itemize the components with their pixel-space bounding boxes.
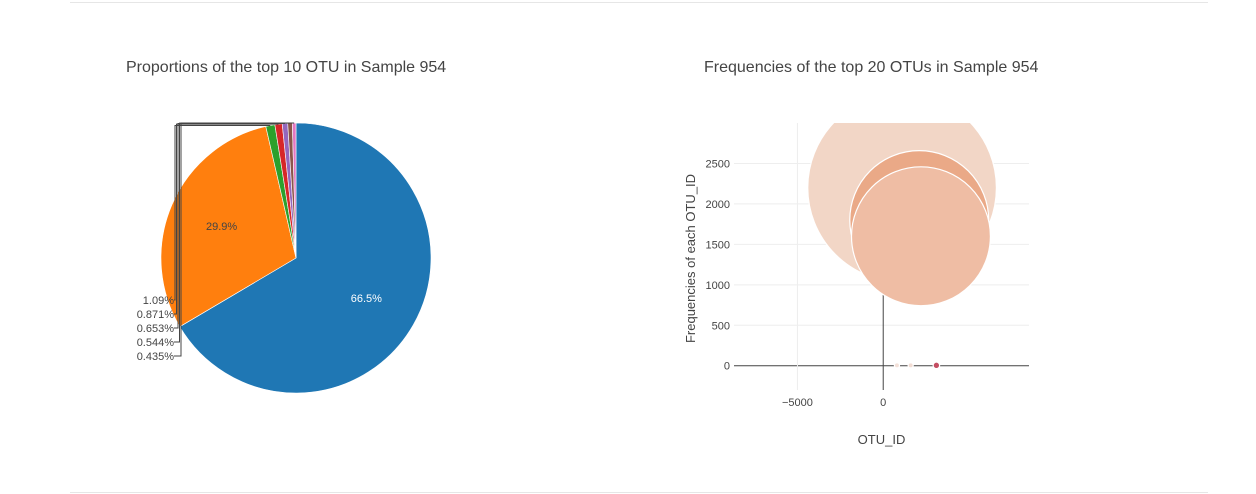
pie-leader-line: [174, 123, 279, 315]
bubble-group: [807, 123, 997, 370]
pie-leader-line: [174, 124, 271, 301]
pie-slice: [179, 122, 432, 394]
bubble-marker[interactable]: [932, 361, 941, 370]
pie-slice-label: 1.09%: [143, 295, 174, 307]
y-tick-label: 0: [724, 361, 730, 373]
pie-slice-label: 66.5%: [351, 293, 382, 305]
bottom-divider: [70, 492, 1208, 493]
y-tick-label: 1000: [706, 280, 730, 292]
pie-slice-label: 29.9%: [206, 221, 237, 233]
y-tick-label: 2500: [706, 158, 730, 170]
x-tick-label: 0: [880, 397, 886, 409]
pie-chart: 66.5% 29.9% 1.09% 0.871% 0.653% 0.544% 0.435%: [137, 122, 432, 394]
y-tick-label: 2000: [706, 199, 730, 211]
y-tick-label: 500: [712, 320, 730, 332]
bubble-marker[interactable]: [850, 166, 992, 307]
pie-slice-label: 0.435%: [137, 351, 175, 363]
x-axis-title: OTU_ID: [858, 432, 906, 447]
bubble-chart-title: Frequencies of the top 20 OTUs in Sample…: [704, 59, 1039, 76]
x-tick-label: −5000: [782, 397, 813, 409]
pie-slice-label: 0.653%: [137, 323, 175, 335]
pie-leader-line: [174, 122, 295, 357]
pie-slice-label: 0.544%: [137, 337, 175, 349]
pie-chart-title: Proportions of the top 10 OTU in Sample …: [126, 59, 447, 76]
y-tick-label: 1500: [706, 239, 730, 251]
top-divider: [70, 2, 1208, 3]
bubble-marker[interactable]: [907, 362, 914, 369]
bubble-marker[interactable]: [893, 362, 901, 369]
pie-slice-label: 0.871%: [137, 309, 175, 321]
y-axis-title: Frequencies of each OTU_ID: [683, 174, 698, 343]
pie-slice: [160, 126, 297, 328]
